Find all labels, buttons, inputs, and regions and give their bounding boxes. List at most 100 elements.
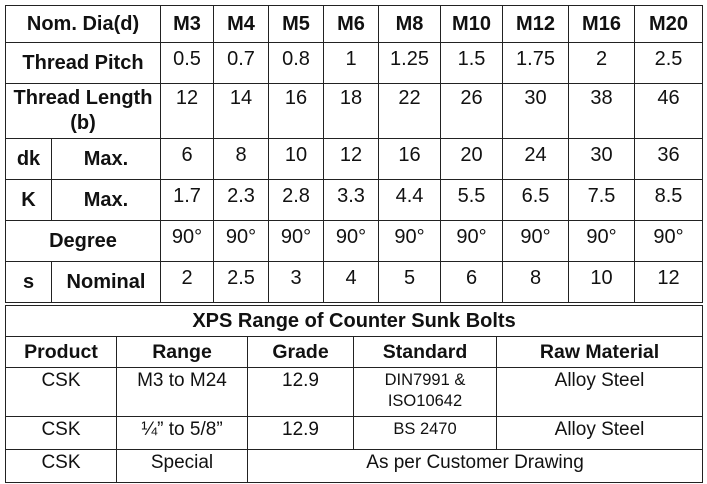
value-cell: 90° (268, 220, 324, 262)
value-cell: 2.5 (213, 261, 269, 303)
value-cell: 90° (160, 220, 214, 262)
value-cell: 8 (213, 138, 269, 180)
value-cell: 5.5 (440, 179, 503, 221)
value-cell: 2 (160, 261, 214, 303)
value-cell: 1.7 (160, 179, 214, 221)
grade-cell: 12.9 (247, 416, 354, 450)
degree-label: Degree (5, 220, 161, 262)
value-cell: 12 (160, 83, 214, 139)
k-sublabel: Max. (51, 179, 161, 221)
dk-row: dk Max. 6 8 10 12 16 20 24 30 36 (5, 138, 703, 180)
k-row: K Max. 1.7 2.3 2.8 3.3 4.4 5.5 6.5 7.5 8… (5, 179, 703, 221)
value-cell: 26 (440, 83, 503, 139)
value-cell: 90° (213, 220, 269, 262)
value-cell: 2.5 (634, 42, 703, 84)
product-cell: CSK (5, 416, 117, 450)
value-cell: 90° (634, 220, 703, 262)
thread-pitch-row: Thread Pitch 0.5 0.7 0.8 1 1.25 1.5 1.75… (5, 42, 703, 84)
value-cell: 90° (568, 220, 635, 262)
value-cell: 1.75 (502, 42, 569, 84)
value-cell: 20 (440, 138, 503, 180)
value-cell: 90° (378, 220, 441, 262)
value-cell: 12 (634, 261, 703, 303)
size-header: M4 (213, 5, 269, 43)
material-cell: Alloy Steel (495, 367, 704, 417)
value-cell: 0.5 (160, 42, 214, 84)
value-cell: 12 (323, 138, 379, 180)
size-header: M8 (378, 5, 441, 43)
value-cell: 3 (268, 261, 324, 303)
value-cell: 2 (568, 42, 635, 84)
product-range-table: XPS Range of Counter Sunk Bolts Product … (4, 305, 704, 483)
table-row: CSK Special As per Customer Drawing (5, 449, 704, 483)
product-cell: CSK (5, 367, 117, 417)
value-cell: 90° (323, 220, 379, 262)
value-cell: 10 (268, 138, 324, 180)
value-cell: 36 (634, 138, 703, 180)
k-label: K (5, 179, 52, 221)
thread-length-row: Thread Length (b) 12 14 16 18 22 26 30 3… (5, 83, 703, 139)
value-cell: 1 (323, 42, 379, 84)
column-header-raw-material: Raw Material (495, 336, 704, 368)
range-cell: M3 to M24 (116, 367, 248, 417)
value-cell: 14 (213, 83, 269, 139)
value-cell: 8.5 (634, 179, 703, 221)
range-title-row: XPS Range of Counter Sunk Bolts (4, 305, 704, 337)
value-cell: 0.8 (268, 42, 324, 84)
table-row: CSK M3 to M24 12.9 DIN7991 & ISO10642 Al… (5, 367, 704, 417)
value-cell: 10 (568, 261, 635, 303)
value-cell: 4 (323, 261, 379, 303)
nominal-diameter-label: Nom. Dia(d) (5, 5, 161, 43)
grade-cell: 12.9 (247, 367, 354, 417)
size-header: M3 (160, 5, 214, 43)
size-header: M20 (634, 5, 703, 43)
value-cell: 2.8 (268, 179, 324, 221)
fastener-spec-table: Nom. Dia(d) M3 M4 M5 M6 M8 M10 M12 M16 M… (5, 5, 703, 303)
standard-cell: BS 2470 (353, 416, 497, 450)
value-cell: 6 (440, 261, 503, 303)
value-cell: 0.7 (213, 42, 269, 84)
product-cell: CSK (5, 449, 117, 483)
range-header-row: Product Range Grade Standard Raw Materia… (5, 336, 704, 368)
thread-length-label: Thread Length (b) (5, 83, 161, 139)
s-row: s Nominal 2 2.5 3 4 5 6 8 10 12 (5, 261, 703, 303)
value-cell: 2.3 (213, 179, 269, 221)
size-header: M16 (568, 5, 635, 43)
value-cell: 7.5 (568, 179, 635, 221)
column-header-product: Product (5, 336, 117, 368)
value-cell: 22 (378, 83, 441, 139)
column-header-grade: Grade (247, 336, 354, 368)
value-cell: 4.4 (378, 179, 441, 221)
value-cell: 8 (502, 261, 569, 303)
s-label: s (5, 261, 52, 303)
size-header: M5 (268, 5, 324, 43)
size-header-row: Nom. Dia(d) M3 M4 M5 M6 M8 M10 M12 M16 M… (5, 5, 703, 43)
value-cell: 30 (502, 83, 569, 139)
s-sublabel: Nominal (51, 261, 161, 303)
value-cell: 3.3 (323, 179, 379, 221)
value-cell: 46 (634, 83, 703, 139)
column-header-standard: Standard (353, 336, 497, 368)
value-cell: 16 (268, 83, 324, 139)
range-cell: Special (116, 449, 248, 483)
value-cell: 18 (323, 83, 379, 139)
column-header-range: Range (116, 336, 248, 368)
merged-note-cell: As per Customer Drawing (246, 449, 704, 483)
thread-pitch-label: Thread Pitch (5, 42, 161, 84)
standard-cell: DIN7991 & ISO10642 (353, 367, 497, 417)
value-cell: 5 (378, 261, 441, 303)
value-cell: 6.5 (502, 179, 569, 221)
size-header: M10 (440, 5, 503, 43)
value-cell: 24 (502, 138, 569, 180)
value-cell: 6 (160, 138, 214, 180)
material-cell: Alloy Steel (495, 416, 704, 450)
value-cell: 1.25 (378, 42, 441, 84)
value-cell: 16 (378, 138, 441, 180)
value-cell: 1.5 (440, 42, 503, 84)
size-header: M12 (502, 5, 569, 43)
range-cell: ¼” to 5/8” (116, 416, 248, 450)
dk-sublabel: Max. (51, 138, 161, 180)
value-cell: 90° (440, 220, 503, 262)
size-header: M6 (323, 5, 379, 43)
range-table-title: XPS Range of Counter Sunk Bolts (4, 305, 704, 337)
